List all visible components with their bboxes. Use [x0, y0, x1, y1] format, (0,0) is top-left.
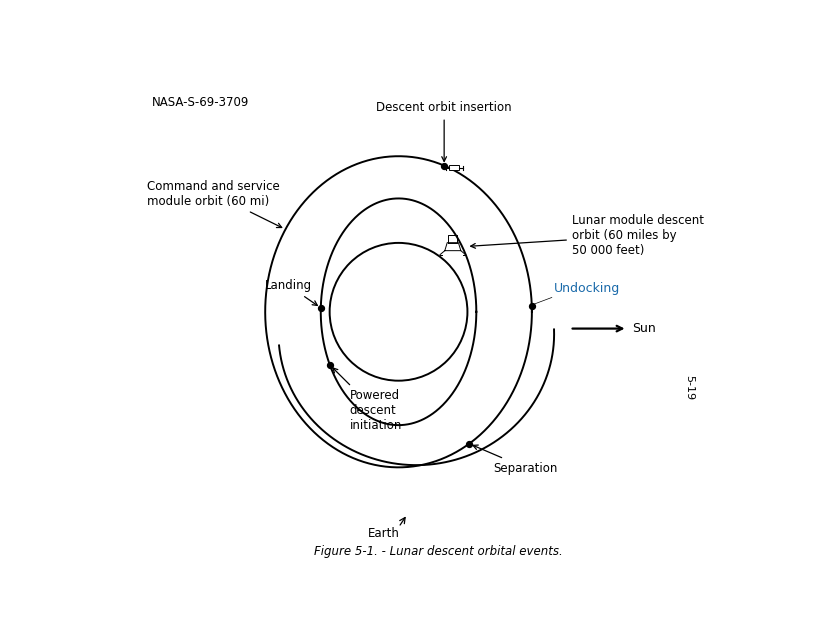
Bar: [449, 165, 460, 170]
Text: Undocking: Undocking: [554, 282, 621, 295]
Text: Command and service
module orbit (60 mi): Command and service module orbit (60 mi): [148, 180, 282, 227]
Text: Figure 5-1. - Lunar descent orbital events.: Figure 5-1. - Lunar descent orbital even…: [314, 545, 563, 559]
Text: 5-19: 5-19: [685, 375, 695, 400]
Text: NASA-S-69-3709: NASA-S-69-3709: [152, 97, 250, 109]
Point: [314, 303, 328, 313]
Circle shape: [330, 243, 467, 381]
Point: [463, 439, 476, 449]
Text: Descent orbit insertion: Descent orbit insertion: [376, 102, 512, 161]
Text: Sun: Sun: [632, 322, 656, 335]
Text: Lunar module descent
orbit (60 miles by
50 000 feet): Lunar module descent orbit (60 miles by …: [470, 214, 704, 257]
Text: Separation: Separation: [473, 445, 558, 474]
Text: Landing: Landing: [265, 279, 318, 305]
Text: Earth: Earth: [368, 528, 399, 540]
Point: [323, 360, 337, 370]
Point: [438, 161, 451, 171]
Point: [525, 301, 539, 311]
Text: Powered
descent
initiation: Powered descent initiation: [333, 368, 402, 432]
